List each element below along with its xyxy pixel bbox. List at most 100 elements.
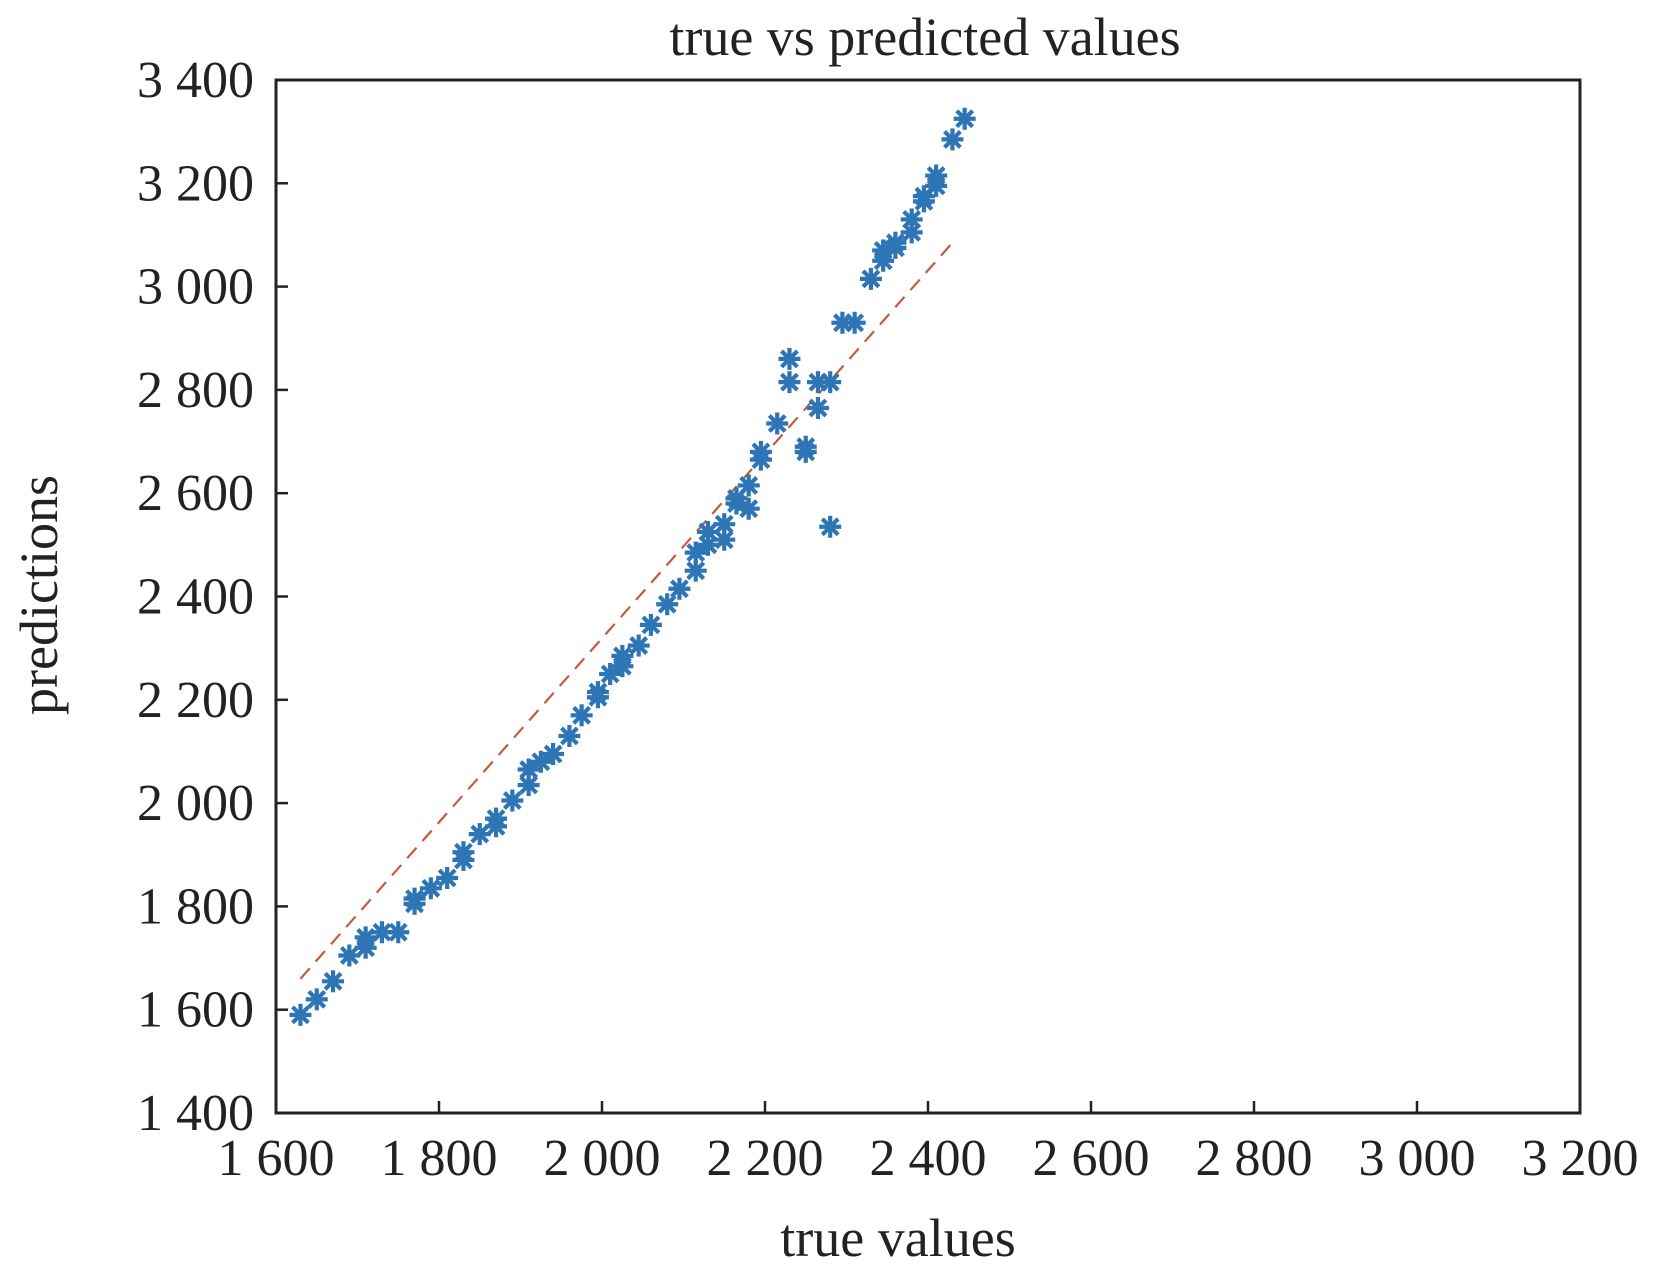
data-point: [558, 724, 581, 747]
asterisk-stroke: [543, 744, 563, 764]
data-point: [639, 613, 662, 636]
asterisk-stroke: [955, 109, 975, 129]
data-point: [436, 866, 459, 889]
data-point: [749, 440, 772, 463]
asterisk-stroke: [519, 760, 539, 779]
data-point: [737, 497, 760, 520]
asterisk-stroke: [780, 349, 799, 369]
asterisk-stroke: [820, 372, 840, 392]
asterisk-stroke: [641, 615, 661, 635]
y-tick-label: 2 800: [137, 362, 254, 419]
data-point: [819, 515, 842, 538]
points-layer: [289, 107, 976, 1026]
asterisk-stroke: [339, 946, 359, 965]
data-point: [778, 347, 801, 370]
asterisk-stroke: [531, 752, 551, 772]
data-point: [586, 681, 609, 704]
asterisk-stroke: [796, 437, 816, 457]
asterisk-stroke: [388, 922, 408, 942]
x-tick-label: 1 600: [218, 1130, 335, 1187]
asterisk-stroke: [751, 442, 771, 462]
y-tick-label: 1 800: [137, 878, 254, 935]
data-point: [925, 164, 948, 187]
asterisk-stroke: [686, 561, 706, 581]
asterisk-stroke: [600, 664, 620, 684]
reference-dashed-line: [299, 241, 954, 980]
data-point: [570, 704, 593, 727]
data-point: [778, 371, 801, 394]
data-point: [884, 231, 907, 254]
data-point: [900, 208, 923, 231]
data-point: [859, 267, 882, 290]
asterisk-stroke: [686, 543, 706, 563]
x-tick-label: 2 800: [1196, 1130, 1313, 1187]
data-point: [953, 107, 976, 130]
axes-layer: [274, 78, 1582, 1115]
data-point: [713, 513, 736, 536]
data-point: [713, 528, 736, 551]
data-point: [696, 520, 719, 543]
data-point: [387, 921, 410, 944]
data-point: [468, 823, 491, 846]
data-point: [766, 412, 789, 435]
chart-title: true vs predicted values: [669, 7, 1180, 67]
asterisk-stroke: [873, 241, 893, 260]
x-tick-label: 3 200: [1522, 1130, 1639, 1187]
data-point: [806, 396, 829, 419]
data-point: [452, 841, 475, 864]
x-tick-label: 2 200: [707, 1130, 824, 1187]
asterisk-stroke: [767, 414, 787, 433]
y-tick-label: 2 000: [137, 775, 254, 832]
y-tick-label: 2 400: [137, 569, 254, 626]
x-tick-label: 2 600: [1033, 1130, 1150, 1187]
data-point: [542, 743, 565, 766]
y-tick-label: 2 600: [137, 465, 254, 522]
x-tick-label: 2 400: [870, 1130, 987, 1187]
asterisk-stroke: [808, 398, 828, 418]
data-point: [501, 789, 524, 812]
data-point: [529, 750, 552, 773]
asterisk-stroke: [670, 579, 689, 599]
asterisk-stroke: [629, 636, 649, 655]
asterisk-stroke: [845, 313, 865, 333]
asterisk-stroke: [454, 842, 473, 862]
asterisk-stroke: [714, 530, 734, 550]
asterisk-stroke: [519, 775, 539, 795]
asterisk-stroke: [588, 682, 608, 702]
asterisk-stroke: [572, 705, 592, 725]
plot-frame: [274, 78, 1582, 1115]
data-point: [354, 926, 377, 949]
data-point: [794, 435, 817, 458]
y-tick-label: 3 400: [137, 52, 254, 109]
asterisk-stroke: [926, 166, 946, 185]
asterisk-stroke: [902, 210, 922, 229]
data-point: [599, 662, 622, 685]
data-point: [819, 371, 842, 394]
data-point: [419, 877, 442, 900]
asterisk-stroke: [885, 233, 905, 253]
y-tick-label: 3 000: [137, 259, 254, 316]
y-tick-label: 3 200: [137, 155, 254, 212]
x-tick-label: 2 000: [544, 1130, 661, 1187]
data-point: [403, 887, 426, 910]
asterisk-stroke: [486, 809, 506, 828]
data-point: [485, 807, 508, 830]
reference-line-layer: [299, 241, 954, 980]
y-ticks-layer: 1 400 1 600 1 800 2 000 2 200 2 400 2 600 2 800…: [137, 52, 288, 1142]
data-point: [289, 1003, 312, 1026]
asterisk-stroke: [372, 922, 392, 942]
data-point: [517, 758, 540, 781]
asterisk-stroke: [356, 927, 376, 947]
y-tick-label: 2 200: [137, 672, 254, 729]
asterisk-stroke: [861, 269, 881, 289]
asterisk-stroke: [612, 646, 632, 666]
asterisk-stroke: [780, 372, 799, 392]
asterisk-stroke: [943, 129, 962, 149]
data-point: [737, 474, 760, 497]
x-tick-label: 3 000: [1359, 1130, 1476, 1187]
x-ticks-layer: 1 600 1 800 2 000 2 200 2 400 2 600 2 800 3 000…: [218, 1101, 1639, 1187]
y-tick-label: 1 600: [137, 982, 254, 1039]
data-point: [322, 970, 345, 993]
